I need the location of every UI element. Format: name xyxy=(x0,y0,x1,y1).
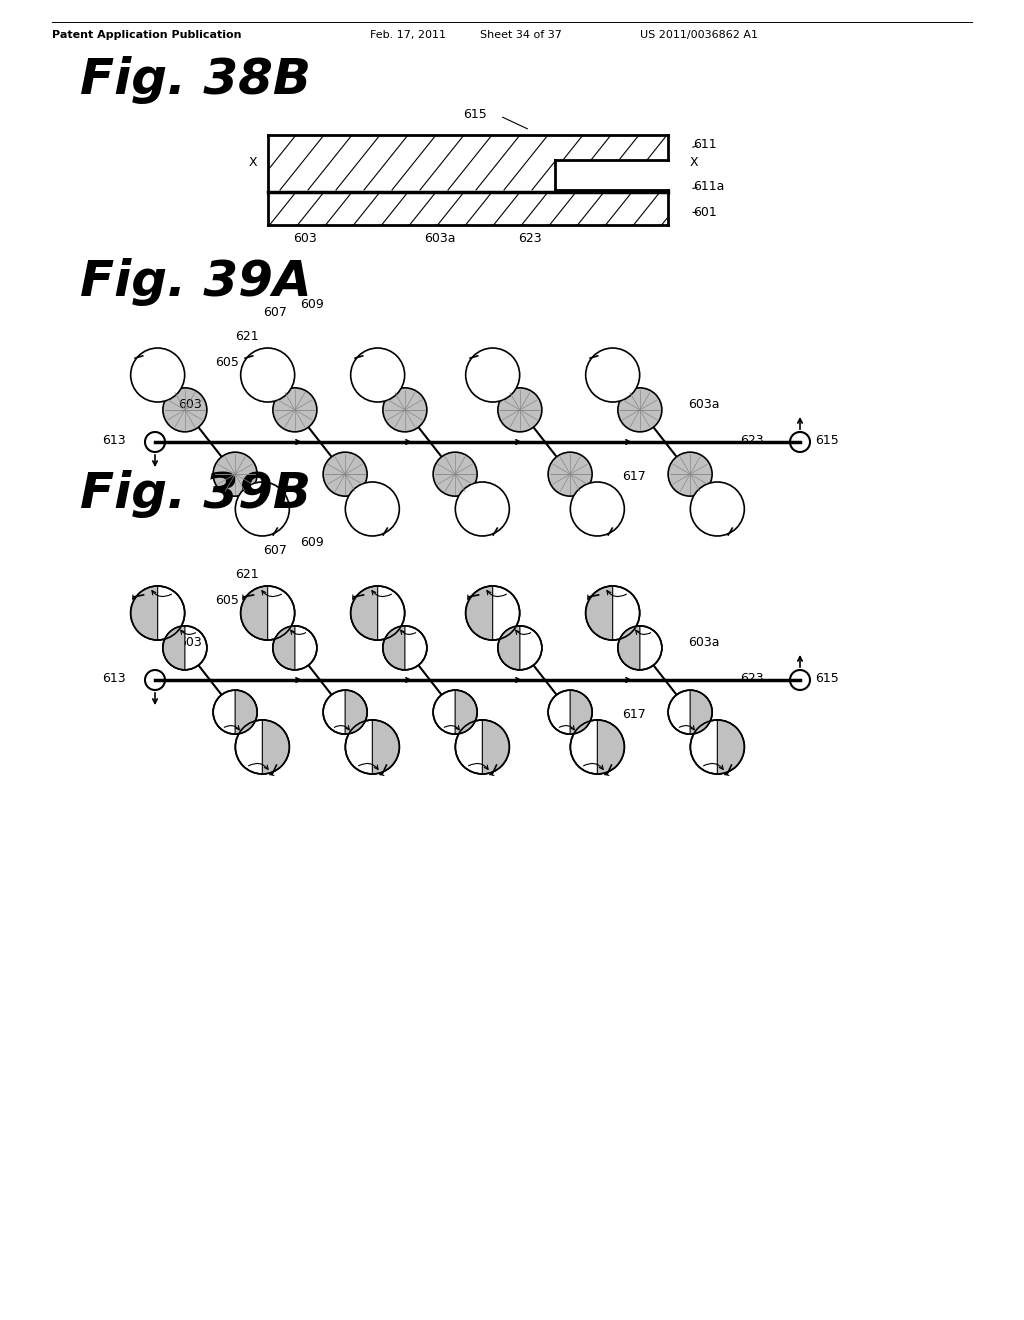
Wedge shape xyxy=(131,586,158,640)
Circle shape xyxy=(466,586,519,640)
Circle shape xyxy=(498,626,542,669)
Circle shape xyxy=(456,482,509,536)
Text: X: X xyxy=(249,156,257,169)
Text: 613: 613 xyxy=(102,433,126,446)
Wedge shape xyxy=(570,690,592,734)
Wedge shape xyxy=(718,719,744,774)
Circle shape xyxy=(668,690,712,734)
Text: 623: 623 xyxy=(740,672,764,685)
Text: 611: 611 xyxy=(693,139,717,152)
Circle shape xyxy=(131,348,184,403)
Text: Fig. 39A: Fig. 39A xyxy=(80,257,311,306)
Text: 603: 603 xyxy=(178,397,202,411)
Text: 613: 613 xyxy=(102,672,126,685)
Text: Fig. 39B: Fig. 39B xyxy=(80,470,311,517)
Text: US 2011/0036862 A1: US 2011/0036862 A1 xyxy=(640,30,758,40)
Wedge shape xyxy=(597,719,625,774)
Wedge shape xyxy=(272,626,295,669)
Circle shape xyxy=(241,586,295,640)
Text: 605: 605 xyxy=(215,594,239,606)
Circle shape xyxy=(345,719,399,774)
Wedge shape xyxy=(373,719,399,774)
Circle shape xyxy=(498,388,542,432)
Wedge shape xyxy=(262,719,290,774)
Text: 603: 603 xyxy=(293,231,316,244)
Circle shape xyxy=(617,626,662,669)
Text: 609: 609 xyxy=(300,536,324,549)
Wedge shape xyxy=(236,690,257,734)
Text: 615: 615 xyxy=(463,108,486,121)
Circle shape xyxy=(131,586,184,640)
Circle shape xyxy=(350,348,404,403)
Wedge shape xyxy=(498,626,520,669)
Circle shape xyxy=(586,348,640,403)
Circle shape xyxy=(617,388,662,432)
Circle shape xyxy=(548,690,592,734)
Text: Feb. 17, 2011: Feb. 17, 2011 xyxy=(370,30,446,40)
Text: 617: 617 xyxy=(622,470,646,483)
Circle shape xyxy=(548,453,592,496)
Text: 609: 609 xyxy=(300,298,324,312)
Wedge shape xyxy=(466,586,493,640)
Text: 621: 621 xyxy=(234,569,259,582)
Wedge shape xyxy=(383,626,404,669)
Wedge shape xyxy=(163,626,185,669)
Circle shape xyxy=(236,482,290,536)
Circle shape xyxy=(668,453,712,496)
Circle shape xyxy=(433,453,477,496)
Circle shape xyxy=(213,453,257,496)
Text: 603a: 603a xyxy=(688,397,720,411)
Circle shape xyxy=(350,586,404,640)
Circle shape xyxy=(345,482,399,536)
Text: 607: 607 xyxy=(263,305,287,318)
Wedge shape xyxy=(482,719,509,774)
Circle shape xyxy=(324,690,368,734)
Text: 605: 605 xyxy=(215,355,239,368)
Wedge shape xyxy=(350,586,378,640)
Circle shape xyxy=(272,388,316,432)
Circle shape xyxy=(570,719,625,774)
Circle shape xyxy=(241,348,295,403)
Circle shape xyxy=(570,482,625,536)
Circle shape xyxy=(586,586,640,640)
Text: 623: 623 xyxy=(518,231,542,244)
Text: Sheet 34 of 37: Sheet 34 of 37 xyxy=(480,30,562,40)
Circle shape xyxy=(433,690,477,734)
Circle shape xyxy=(383,626,427,669)
Circle shape xyxy=(163,388,207,432)
Text: 615: 615 xyxy=(815,672,839,685)
Circle shape xyxy=(466,348,519,403)
Text: 623: 623 xyxy=(740,433,764,446)
Text: 601: 601 xyxy=(693,206,717,219)
Text: 621: 621 xyxy=(234,330,259,343)
Wedge shape xyxy=(586,586,612,640)
Text: Fig. 38B: Fig. 38B xyxy=(80,55,311,104)
Circle shape xyxy=(236,719,290,774)
Wedge shape xyxy=(690,690,712,734)
Text: 617: 617 xyxy=(622,709,646,722)
Circle shape xyxy=(324,453,368,496)
Text: 603: 603 xyxy=(178,635,202,648)
Text: 615: 615 xyxy=(815,433,839,446)
Wedge shape xyxy=(345,690,368,734)
Circle shape xyxy=(383,388,427,432)
Circle shape xyxy=(163,626,207,669)
Wedge shape xyxy=(455,690,477,734)
Circle shape xyxy=(456,719,509,774)
Circle shape xyxy=(690,719,744,774)
Circle shape xyxy=(213,690,257,734)
Circle shape xyxy=(690,482,744,536)
Text: 603a: 603a xyxy=(688,635,720,648)
Wedge shape xyxy=(617,626,640,669)
Text: 611a: 611a xyxy=(693,181,724,194)
Text: 607: 607 xyxy=(263,544,287,557)
Text: 603a: 603a xyxy=(424,231,456,244)
Wedge shape xyxy=(241,586,267,640)
Circle shape xyxy=(272,626,316,669)
Text: Patent Application Publication: Patent Application Publication xyxy=(52,30,242,40)
Text: X: X xyxy=(690,156,698,169)
